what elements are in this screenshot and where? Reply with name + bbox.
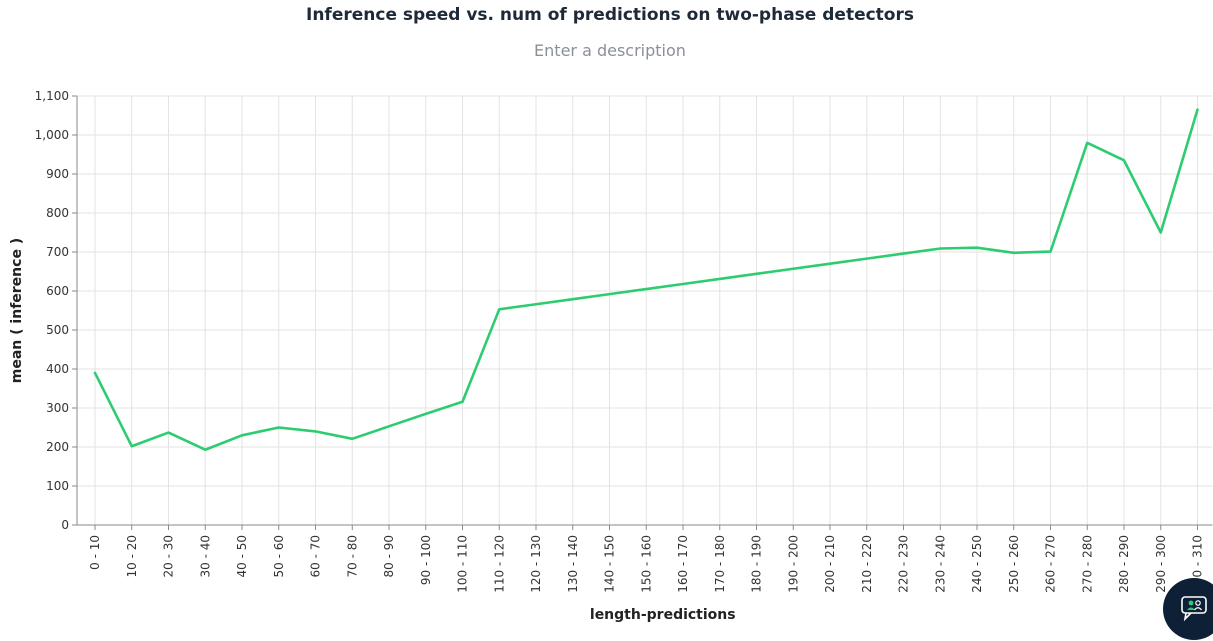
x-tick-label: 180 - 190	[750, 535, 764, 593]
data-point	[571, 297, 575, 301]
x-tick-label: 280 - 290	[1117, 535, 1131, 593]
data-point	[203, 448, 207, 452]
data-point	[240, 433, 244, 437]
x-tick-label: 170 - 180	[713, 535, 727, 593]
x-tick-label: 30 - 40	[198, 535, 212, 578]
data-point	[350, 437, 354, 441]
data-point	[681, 282, 685, 286]
x-tick-label: 230 - 240	[933, 535, 947, 593]
data-point	[1196, 108, 1200, 112]
x-tick-label: 240 - 250	[970, 535, 984, 593]
x-tick-label: 190 - 200	[786, 535, 800, 593]
series-line	[93, 108, 1199, 452]
x-tick-label: 110 - 120	[492, 535, 506, 593]
data-point	[1122, 158, 1126, 162]
x-tick-label: 70 - 80	[345, 535, 359, 578]
chart-title: Inference speed vs. num of predictions o…	[306, 5, 914, 25]
y-tick-label: 200	[46, 440, 69, 454]
data-point	[865, 257, 869, 261]
data-point	[167, 431, 171, 435]
data-point	[497, 307, 501, 311]
x-tick-label: 150 - 160	[639, 535, 653, 593]
y-tick-label: 100	[46, 479, 69, 493]
data-point	[534, 302, 538, 306]
x-tick-label: 90 - 100	[419, 535, 433, 585]
data-point	[755, 272, 759, 276]
data-point	[130, 444, 134, 448]
data-point	[644, 287, 648, 291]
x-tick-label: 40 - 50	[235, 535, 249, 578]
x-tick-label: 290 - 300	[1154, 535, 1168, 593]
x-tick-label: 10 - 20	[125, 535, 139, 578]
x-tick-label: 130 - 140	[566, 535, 580, 593]
x-tick-label: 160 - 170	[676, 535, 690, 593]
y-tick-label: 1,100	[35, 89, 69, 103]
data-point	[277, 426, 281, 430]
data-point	[387, 424, 391, 428]
x-tick-label: 20 - 30	[162, 535, 176, 578]
x-tick-label: 200 - 210	[823, 535, 837, 593]
data-point	[902, 252, 906, 256]
y-tick-label: 300	[46, 401, 69, 415]
y-tick-label: 400	[46, 362, 69, 376]
x-tick-label: 50 - 60	[272, 535, 286, 578]
x-tick-label: 220 - 230	[897, 535, 911, 593]
data-point	[461, 400, 465, 404]
y-tick-label: 500	[46, 323, 69, 337]
data-point	[828, 262, 832, 266]
y-tick-label: 700	[46, 245, 69, 259]
data-point	[791, 267, 795, 271]
x-tick-label: 210 - 220	[860, 535, 874, 593]
x-tick-label: 0 - 10	[88, 535, 102, 570]
data-point	[1085, 141, 1089, 145]
description-field[interactable]: Enter a description	[534, 41, 686, 60]
y-tick-label: 0	[61, 518, 69, 532]
x-tick-label: 120 - 130	[529, 535, 543, 593]
x-tick-label: 60 - 70	[309, 535, 323, 578]
y-tick-label: 800	[46, 206, 69, 220]
data-point	[938, 246, 942, 250]
x-tick-label: 260 - 270	[1044, 535, 1058, 593]
x-tick-label: 100 - 110	[456, 535, 470, 593]
data-point	[975, 246, 979, 250]
x-tick-label: 140 - 150	[603, 535, 617, 593]
x-tick-label: 80 - 90	[382, 535, 396, 578]
data-point	[1049, 250, 1053, 254]
data-point	[608, 292, 612, 296]
y-tick-label: 1,000	[35, 128, 69, 142]
chat-support-button[interactable]	[1163, 578, 1213, 640]
data-point	[424, 412, 428, 416]
data-point	[1012, 251, 1016, 255]
y-tick-label: 900	[46, 167, 69, 181]
data-point	[93, 371, 97, 375]
y-tick-label: 600	[46, 284, 69, 298]
x-axis-title: length-predictions	[590, 607, 736, 623]
x-tick-label: 270 - 280	[1080, 535, 1094, 593]
data-point	[1159, 231, 1163, 235]
data-point	[314, 429, 318, 433]
x-tick-label: 250 - 260	[1007, 535, 1021, 593]
chat-support-icon	[1181, 596, 1207, 622]
data-point	[718, 277, 722, 281]
y-axis-title: mean ( inference )	[9, 238, 25, 383]
